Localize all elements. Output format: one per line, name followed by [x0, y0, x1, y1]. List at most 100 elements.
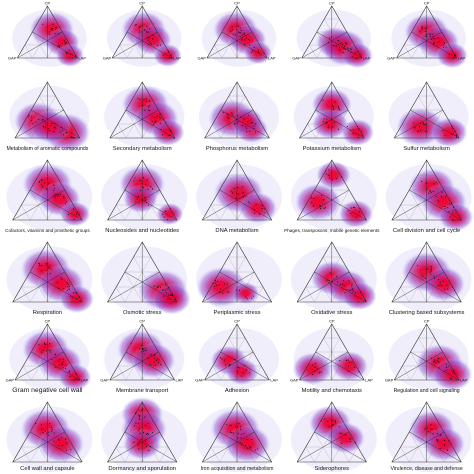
data-point [355, 57, 357, 59]
data-point [449, 204, 451, 206]
data-point [332, 44, 334, 47]
data-point [240, 29, 242, 32]
data-point [331, 105, 334, 107]
data-point [55, 193, 57, 195]
data-point [221, 358, 223, 360]
data-point [426, 183, 428, 185]
ternary-median [12, 431, 65, 463]
data-point [313, 204, 315, 207]
data-point [244, 39, 246, 41]
data-point [437, 279, 440, 281]
data-point [241, 125, 243, 127]
data-point [219, 357, 222, 359]
ternary-median [202, 271, 255, 303]
data-point [53, 194, 55, 196]
density-blob [341, 281, 378, 311]
data-point [142, 350, 144, 352]
data-point [239, 32, 241, 34]
axis-label-cp: CP [424, 1, 430, 6]
ternary-median [125, 109, 175, 139]
data-point [438, 367, 440, 369]
data-point [236, 122, 238, 124]
data-point [147, 422, 149, 424]
data-point [52, 189, 54, 191]
data-point [48, 268, 50, 270]
data-point [66, 289, 68, 291]
data-point [51, 29, 53, 31]
data-point [261, 207, 263, 210]
data-point [163, 216, 165, 218]
data-point [324, 207, 327, 209]
data-point [134, 413, 137, 415]
ternary-panel: Phages, transposons, mobile genetic elem… [284, 159, 380, 233]
data-point [443, 44, 445, 46]
panel-title: Respiration [33, 310, 62, 316]
ternary-median [124, 431, 177, 463]
data-point [252, 295, 254, 297]
data-point [145, 101, 147, 103]
data-point [432, 36, 434, 38]
data-point [240, 437, 242, 439]
data-point [235, 192, 238, 194]
data-point [171, 293, 173, 295]
panel-title: DNA metabolism [215, 228, 258, 234]
ternary-median [206, 31, 253, 59]
data-point [246, 128, 248, 130]
data-point [239, 197, 241, 199]
ternary-median [314, 271, 367, 303]
data-point [138, 418, 140, 420]
data-point [346, 47, 348, 49]
data-point [168, 57, 170, 59]
data-point [149, 445, 151, 447]
data-point [323, 198, 325, 200]
data-point [355, 52, 357, 54]
axis-label-gap: GAP [292, 56, 301, 61]
data-point [364, 299, 366, 301]
data-point [42, 349, 44, 351]
data-point [219, 288, 221, 290]
data-point [323, 118, 325, 120]
data-point [153, 285, 155, 287]
data-point [358, 136, 360, 138]
density-blob [151, 118, 185, 147]
density-blob [340, 118, 375, 147]
panel-title: Dormancy and sporulation [108, 466, 176, 472]
data-point [424, 278, 426, 280]
data-point [59, 131, 61, 133]
data-point [328, 174, 330, 176]
data-point [72, 207, 74, 209]
data-point [243, 33, 245, 35]
data-point [350, 207, 352, 209]
data-point [418, 125, 421, 127]
data-point [435, 181, 437, 183]
data-point [164, 211, 166, 213]
data-point [40, 424, 42, 426]
data-point [159, 117, 161, 119]
data-point [50, 430, 52, 432]
data-point [334, 421, 336, 423]
data-point [68, 213, 70, 215]
data-point [139, 416, 141, 418]
data-point [231, 114, 233, 116]
data-point [38, 344, 40, 346]
data-point [252, 49, 254, 51]
data-point [154, 121, 156, 123]
data-point [433, 360, 435, 362]
data-point [57, 45, 59, 47]
data-point [352, 289, 354, 292]
data-point [231, 112, 233, 114]
data-point [436, 440, 438, 442]
ternary-panel: Osmotic stress [101, 241, 192, 316]
data-point [313, 370, 315, 372]
data-point [437, 439, 439, 441]
data-point [143, 99, 145, 101]
data-point [136, 198, 138, 200]
data-point [328, 125, 330, 127]
axis-label-lap: LAP [270, 378, 278, 383]
density-blob [294, 182, 342, 222]
axis-label-cp: CP [329, 1, 335, 6]
data-point [326, 279, 328, 281]
data-point [58, 438, 60, 440]
data-point [63, 197, 65, 199]
data-point [347, 365, 350, 367]
